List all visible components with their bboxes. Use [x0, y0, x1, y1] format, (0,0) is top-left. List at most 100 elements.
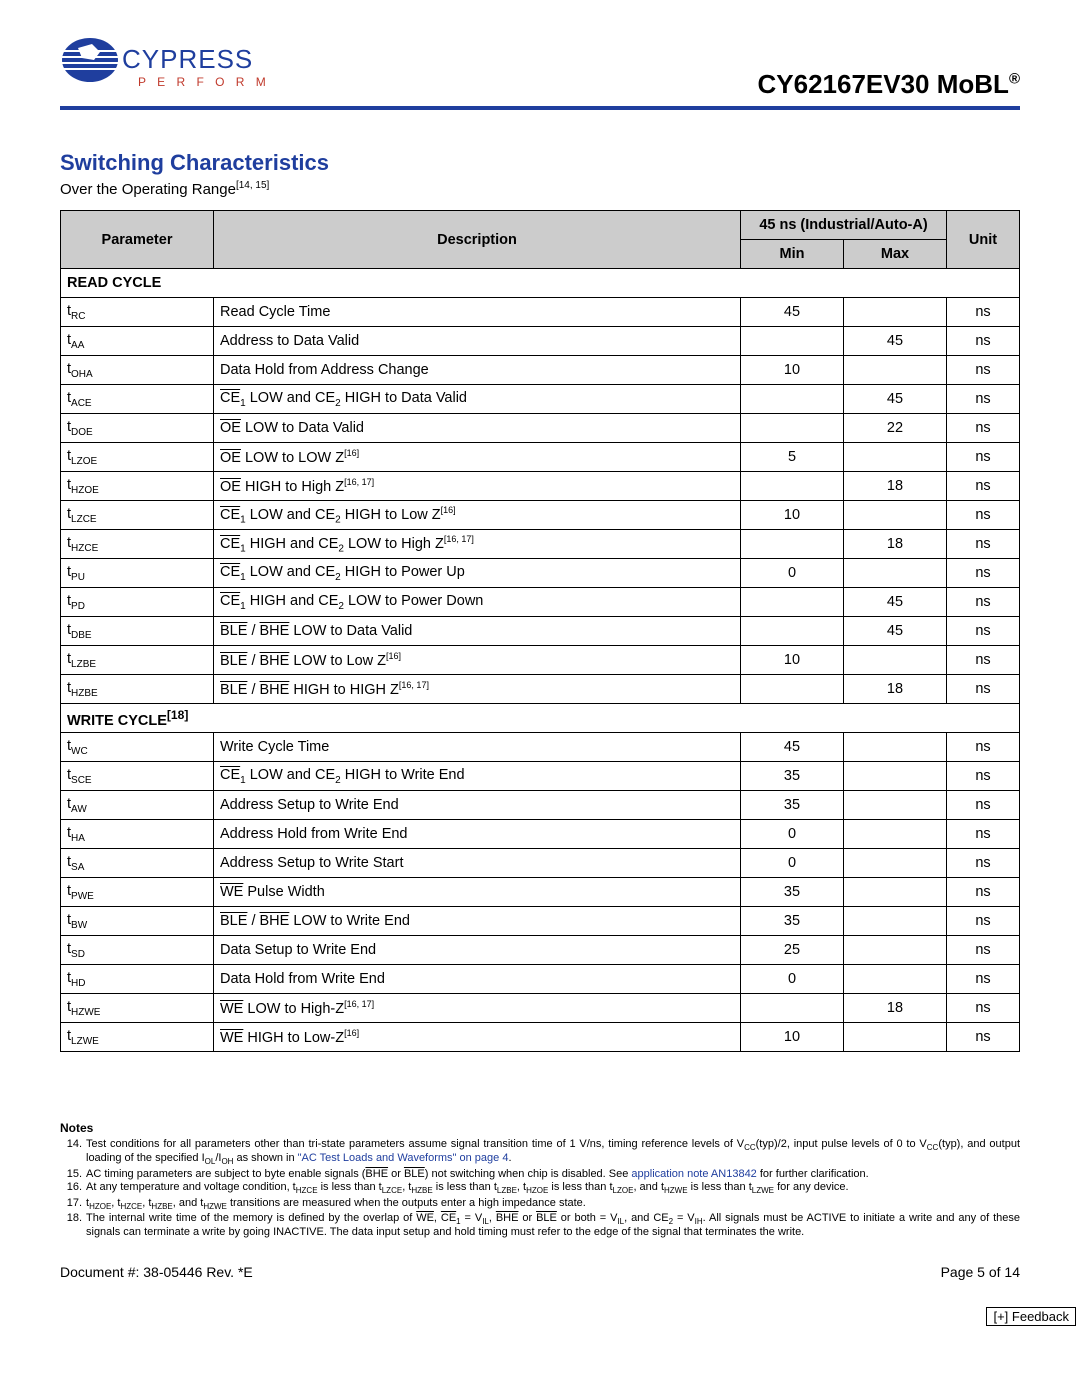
note-item: 16.At any temperature and voltage condit…: [60, 1181, 1020, 1195]
cell-min: 45: [741, 298, 844, 327]
cell-min: 35: [741, 878, 844, 907]
cell-param: tPD: [61, 588, 214, 617]
cell-min: [741, 327, 844, 356]
table-row: tOHAData Hold from Address Change10ns: [61, 356, 1020, 385]
cell-param: tAA: [61, 327, 214, 356]
cell-unit: ns: [947, 617, 1020, 646]
note-item: 15.AC timing parameters are subject to b…: [60, 1168, 1020, 1181]
table-row: tLZOEOE LOW to LOW Z[16]5ns: [61, 443, 1020, 472]
cell-unit: ns: [947, 414, 1020, 443]
section-subtitle: Over the Operating Range[14, 15]: [60, 180, 1020, 198]
cell-param: tOHA: [61, 356, 214, 385]
cell-max: 18: [844, 994, 947, 1023]
cell-param: tHA: [61, 820, 214, 849]
cell-min: 0: [741, 849, 844, 878]
note-item: 14.Test conditions for all parameters ot…: [60, 1138, 1020, 1167]
note-text: AC timing parameters are subject to byte…: [86, 1168, 1020, 1181]
note-text: Test conditions for all parameters other…: [86, 1138, 1020, 1167]
cell-desc: BLE / BHE LOW to Write End: [214, 907, 741, 936]
cell-max: [844, 501, 947, 530]
cell-desc: CE1 LOW and CE2 HIGH to Data Valid: [214, 385, 741, 414]
cell-unit: ns: [947, 994, 1020, 1023]
feedback-button[interactable]: [+] Feedback: [986, 1307, 1076, 1326]
cell-desc: CE1 LOW and CE2 HIGH to Power Up: [214, 559, 741, 588]
cell-min: 25: [741, 936, 844, 965]
cell-param: tHZCE: [61, 530, 214, 559]
table-row: tHZBEBLE / BHE HIGH to HIGH Z[16, 17]18n…: [61, 675, 1020, 704]
cell-unit: ns: [947, 472, 1020, 501]
note-text: tHZOE, tHZCE, tHZBE, and tHZWE transitio…: [86, 1197, 1020, 1211]
table-row: tACECE1 LOW and CE2 HIGH to Data Valid45…: [61, 385, 1020, 414]
cell-desc: Data Setup to Write End: [214, 936, 741, 965]
cell-param: tHZOE: [61, 472, 214, 501]
cell-unit: ns: [947, 733, 1020, 762]
cell-desc: WE HIGH to Low-Z[16]: [214, 1023, 741, 1052]
cell-desc: OE LOW to Data Valid: [214, 414, 741, 443]
cell-param: tSD: [61, 936, 214, 965]
notes-heading: Notes: [60, 1122, 1020, 1136]
note-item: 18.The internal write time of the memory…: [60, 1212, 1020, 1239]
cell-min: 10: [741, 1023, 844, 1052]
cell-param: tAW: [61, 791, 214, 820]
cell-max: 45: [844, 327, 947, 356]
cell-min: [741, 530, 844, 559]
cell-unit: ns: [947, 327, 1020, 356]
cell-desc: CE1 HIGH and CE2 LOW to Power Down: [214, 588, 741, 617]
table-row: tLZCECE1 LOW and CE2 HIGH to Low Z[16]10…: [61, 501, 1020, 530]
cell-param: tSCE: [61, 762, 214, 791]
cell-desc: WE LOW to High-Z[16, 17]: [214, 994, 741, 1023]
table-row: tAAAddress to Data Valid 45ns: [61, 327, 1020, 356]
cell-max: 22: [844, 414, 947, 443]
cell-unit: ns: [947, 588, 1020, 617]
cell-max: [844, 1023, 947, 1052]
cell-min: 0: [741, 965, 844, 994]
cell-param: tWC: [61, 733, 214, 762]
note-number: 14.: [60, 1138, 86, 1167]
cell-desc: OE HIGH to High Z[16, 17]: [214, 472, 741, 501]
cell-min: [741, 385, 844, 414]
document-title: CY62167EV30 MoBL®: [757, 69, 1020, 100]
table-row: tRCRead Cycle Time45ns: [61, 298, 1020, 327]
table-row: tLZBEBLE / BHE LOW to Low Z[16]10ns: [61, 646, 1020, 675]
cell-max: [844, 646, 947, 675]
th-unit: Unit: [947, 211, 1020, 269]
brand-name: CYPRESS: [122, 44, 253, 74]
cell-unit: ns: [947, 791, 1020, 820]
section-title: Switching Characteristics: [60, 150, 1020, 176]
th-group: 45 ns (Industrial/Auto-A): [741, 211, 947, 240]
table-row: tPUCE1 LOW and CE2 HIGH to Power Up0ns: [61, 559, 1020, 588]
cell-desc: Address to Data Valid: [214, 327, 741, 356]
cell-max: [844, 791, 947, 820]
page-number: Page 5 of 14: [941, 1264, 1020, 1280]
th-max: Max: [844, 240, 947, 269]
note-number: 15.: [60, 1168, 86, 1181]
th-min: Min: [741, 240, 844, 269]
cell-min: [741, 472, 844, 501]
cell-desc: Read Cycle Time: [214, 298, 741, 327]
table-row: tHDData Hold from Write End0ns: [61, 965, 1020, 994]
cell-max: [844, 965, 947, 994]
cell-param: tHZWE: [61, 994, 214, 1023]
cell-param: tACE: [61, 385, 214, 414]
cell-unit: ns: [947, 356, 1020, 385]
cell-param: tRC: [61, 298, 214, 327]
notes-block: Notes 14.Test conditions for all paramet…: [60, 1122, 1020, 1240]
table-section-header: WRITE CYCLE[18]: [61, 704, 1020, 733]
cell-unit: ns: [947, 936, 1020, 965]
cell-unit: ns: [947, 443, 1020, 472]
cell-unit: ns: [947, 675, 1020, 704]
table-row: tDBEBLE / BHE LOW to Data Valid45ns: [61, 617, 1020, 646]
brand-tagline: P E R F O R M: [138, 75, 270, 89]
cell-unit: ns: [947, 820, 1020, 849]
note-number: 16.: [60, 1181, 86, 1195]
cell-param: tBW: [61, 907, 214, 936]
cell-unit: ns: [947, 385, 1020, 414]
cell-desc: OE LOW to LOW Z[16]: [214, 443, 741, 472]
cell-min: 5: [741, 443, 844, 472]
cell-param: tLZBE: [61, 646, 214, 675]
cell-unit: ns: [947, 501, 1020, 530]
cell-max: [844, 907, 947, 936]
cell-min: 10: [741, 356, 844, 385]
cell-max: [844, 443, 947, 472]
table-row: tSAAddress Setup to Write Start0ns: [61, 849, 1020, 878]
